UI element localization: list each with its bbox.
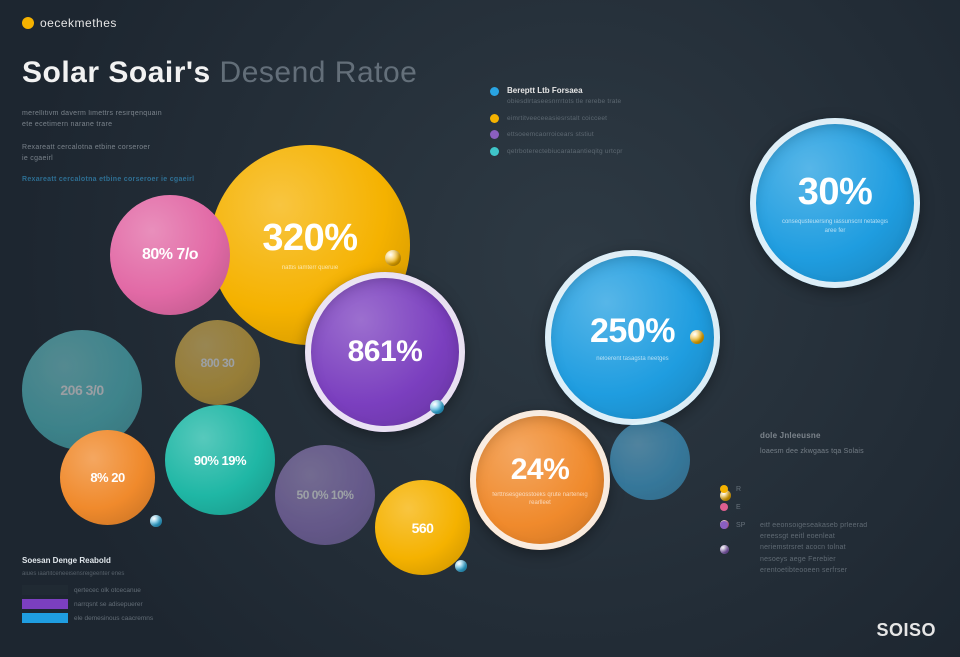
orb-icon [430, 400, 444, 414]
legend-label: eimrtitveeceeasiesrstalt coicceet [507, 113, 607, 123]
mini-legend-row: E [720, 503, 930, 511]
intro-line: ete ecetimern narane trare [22, 119, 194, 130]
legend-top: Bereptt Ltb Forsaea obiesdlrtaseesnrrrtot… [490, 86, 623, 162]
intro-line: merellitivm daverm limettrs resirqenquai… [22, 108, 194, 119]
bubble-b-ora1: 8% 20 [60, 430, 155, 525]
intro-text: merellitivm daverm limettrs resirqenquai… [22, 108, 194, 185]
mini-legend: R E SP [720, 485, 930, 539]
infographic-canvas: oecekmethes Solar Soair's Desend Ratoe mer… [0, 0, 960, 657]
mini-legend-row: SP [720, 521, 930, 529]
legend-sub: obiesdlrtaseesnrrrtots tle rerebe trate [507, 98, 621, 105]
bubble-value: 90% 19% [194, 453, 246, 468]
bubble-value: 80% 7/o [142, 246, 198, 264]
bar-row: narrqsnt se adisepuerer [22, 599, 232, 609]
bar-row: qertecec olk otcecanue [22, 585, 232, 595]
legend-row: eimrtitveeceeasiesrstalt coicceet [490, 113, 623, 123]
bubble-b-teal2: 90% 19% [165, 405, 275, 515]
intro-highlight: Rexareatt cercalotna etbine corseroer ie… [22, 174, 194, 185]
bar-row: ele demesinous caacremns [22, 613, 232, 623]
bubble-value: 24% [511, 453, 570, 487]
legend-label: Bereptt Ltb Forsaea obiesdlrtaseesnrrrtot… [507, 86, 621, 107]
bubble-b-24: 24% ferttnsesgeosstoeks qrute narteneig r… [470, 410, 610, 550]
legend-label: qetrboterectebiucarataantieqitg urtcpr [507, 146, 623, 156]
brand-name: oecekmethes [40, 16, 117, 30]
legend-sub: eimrtitveeceeasiesrstalt coicceet [507, 115, 607, 122]
bar-swatch-icon [22, 613, 68, 623]
bubble-value: 206 3/0 [60, 382, 103, 398]
side-heading: dole Jnleeusne [760, 430, 864, 443]
bubble-value: 560 [412, 520, 434, 536]
intro-line [22, 130, 194, 141]
bubble-value: 50 0% 10% [297, 488, 354, 502]
mini-legend-dot-icon [720, 503, 728, 511]
title-line: Solar Soair's Desend Ratoe [22, 56, 417, 90]
legend-sub: qetrboterectebiucarataantieqitg urtcpr [507, 148, 623, 155]
mini-legend-dot-icon [720, 521, 728, 529]
orb-icon [455, 560, 467, 572]
bubble-b-yel2: 560 [375, 480, 470, 575]
orb-icon [690, 330, 704, 344]
bubble-value: 30% [798, 171, 873, 214]
bubble-b-yel3: 800 30 [175, 320, 260, 405]
title-light: Desend Ratoe [220, 56, 418, 89]
bubble-b-pink: 80% 7/o [110, 195, 230, 315]
orb-icon [385, 250, 401, 266]
bubble-desc: neloerent tasagsta neetges [596, 355, 668, 363]
side-block-1: dole Jnleeusne loaesm dee zkwgaas tqa Sol… [760, 430, 864, 457]
legend-dot-icon [490, 87, 499, 96]
mini-legend-label: E [736, 504, 741, 511]
orb-icon [150, 515, 162, 527]
bar-label: narrqsnt se adisepuerer [74, 601, 143, 608]
intro-line: ie cgaeirl [22, 153, 194, 164]
legend-dot-icon [490, 130, 499, 139]
legend-sub: ettsoeemcaorroicears ststiut [507, 131, 594, 138]
bubble-desc: ferttnsesgeosstoeks qrute narteneig rear… [491, 491, 589, 508]
side-body: loaesm dee zkwgaas tqa Solais [760, 448, 864, 455]
bubble-value: 250% [590, 312, 675, 351]
brand-dot-icon [22, 17, 34, 29]
bar-swatch-icon [22, 585, 68, 595]
intro-line: Rexareatt cercalotna etbine corseroer [22, 142, 194, 153]
brand: oecekmethes [22, 16, 117, 30]
footer-brand: SOISO [876, 620, 936, 641]
bubble-desc: consequsteuersing iassunscril netategis … [776, 218, 895, 235]
legend-row: Bereptt Ltb Forsaea obiesdlrtaseesnrrrtot… [490, 86, 623, 107]
legend-row: ettsoeemcaorroicears ststiut [490, 129, 623, 139]
mini-legend-row: R [720, 485, 930, 493]
legend-row: qetrboterectebiucarataantieqitg urtcpr [490, 146, 623, 156]
bar-swatch-icon [22, 599, 68, 609]
bar-label: ele demesinous caacremns [74, 615, 153, 622]
legend-title: Bereptt Ltb Forsaea [507, 86, 621, 96]
legend-dot-icon [490, 114, 499, 123]
bubble-value: 320% [262, 217, 357, 260]
mini-legend-label: SP [736, 522, 745, 529]
orb-icon [720, 545, 729, 554]
title-strong: Solar Soair's [22, 56, 220, 89]
bars-heading: Soesan Denge Reabold [22, 556, 232, 565]
bubble-b-pur2: 50 0% 10% [275, 445, 375, 545]
bar-label: qertecec olk otcecanue [74, 587, 141, 594]
bubble-desc: nattis iamterr queruie [282, 264, 338, 272]
bubble-value: 861% [348, 335, 423, 369]
mini-legend-dot-icon [720, 485, 728, 493]
bubble-b-30: 30% consequsteuersing iassunscril netateg… [750, 118, 920, 288]
legend-label: ettsoeemcaorroicears ststiut [507, 129, 594, 139]
page-title: Solar Soair's Desend Ratoe [22, 56, 417, 90]
legend-dot-icon [490, 147, 499, 156]
bubble-value: 8% 20 [90, 470, 124, 485]
bars-sub: aiues iaarlitceneeisensreigeenter enes [22, 571, 232, 577]
bars-block: Soesan Denge Reabold aiues iaarlitceneeis… [22, 556, 232, 627]
bubble-b-blu2 [610, 420, 690, 500]
mini-legend-label: R [736, 486, 741, 493]
bubble-value: 800 30 [201, 356, 235, 370]
